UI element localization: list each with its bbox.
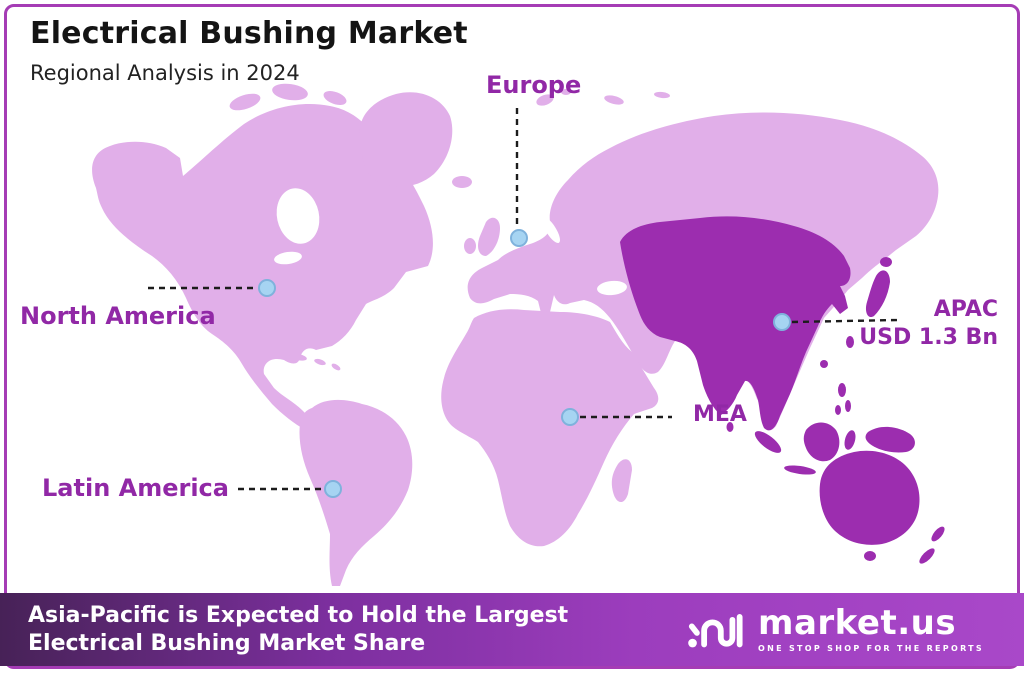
map-uk [478, 217, 500, 256]
map-north-america [92, 104, 433, 430]
region-label-apac: APAC USD 1.3 Bn [859, 296, 998, 352]
region-markers [258, 229, 791, 498]
region-label-mea: MEA [693, 402, 747, 427]
region-label-europe: Europe [486, 71, 582, 99]
page-subtitle: Regional Analysis in 2024 [30, 61, 300, 85]
north-america-marker [258, 279, 276, 297]
brand-text: market.us ONE STOP SHOP FOR THE REPORTS [758, 606, 984, 653]
map-new-guinea [865, 426, 915, 453]
map-borneo [803, 422, 840, 462]
mea-marker [561, 408, 579, 426]
map-australia [819, 450, 920, 545]
region-label-north-america: North America [20, 302, 216, 330]
header: Electrical Bushing Market Regional Analy… [30, 16, 468, 85]
page-border-frame [4, 4, 1020, 669]
footer-banner: Asia-Pacific is Expected to Hold the Lar… [0, 593, 1024, 666]
apac-leader-line [791, 318, 899, 324]
apac-value-text: USD 1.3 Bn [859, 325, 998, 350]
page-title: Electrical Bushing Market [30, 16, 468, 51]
map-apac-dark-regions [620, 216, 945, 564]
map-apac-mainland [620, 216, 851, 431]
region-label-latin-america: Latin America [42, 474, 229, 502]
map-japan [865, 270, 890, 318]
apac-label-text: APAC [933, 297, 998, 322]
map-madagascar [611, 459, 632, 503]
footer-caption: Asia-Pacific is Expected to Hold the Lar… [28, 602, 569, 656]
market-us-logo-icon [688, 613, 743, 647]
leader-lines [148, 108, 899, 491]
map-africa [441, 309, 659, 547]
map-greenland [359, 92, 453, 187]
map-south-america [299, 399, 413, 586]
brand-block: market.us ONE STOP SHOP FOR THE REPORTS [686, 601, 1024, 659]
brand-name: market.us [758, 603, 957, 643]
europe-marker [510, 229, 528, 247]
apac-marker [773, 313, 791, 331]
brand-tagline: ONE STOP SHOP FOR THE REPORTS [758, 644, 984, 653]
latin-america-marker [324, 480, 342, 498]
